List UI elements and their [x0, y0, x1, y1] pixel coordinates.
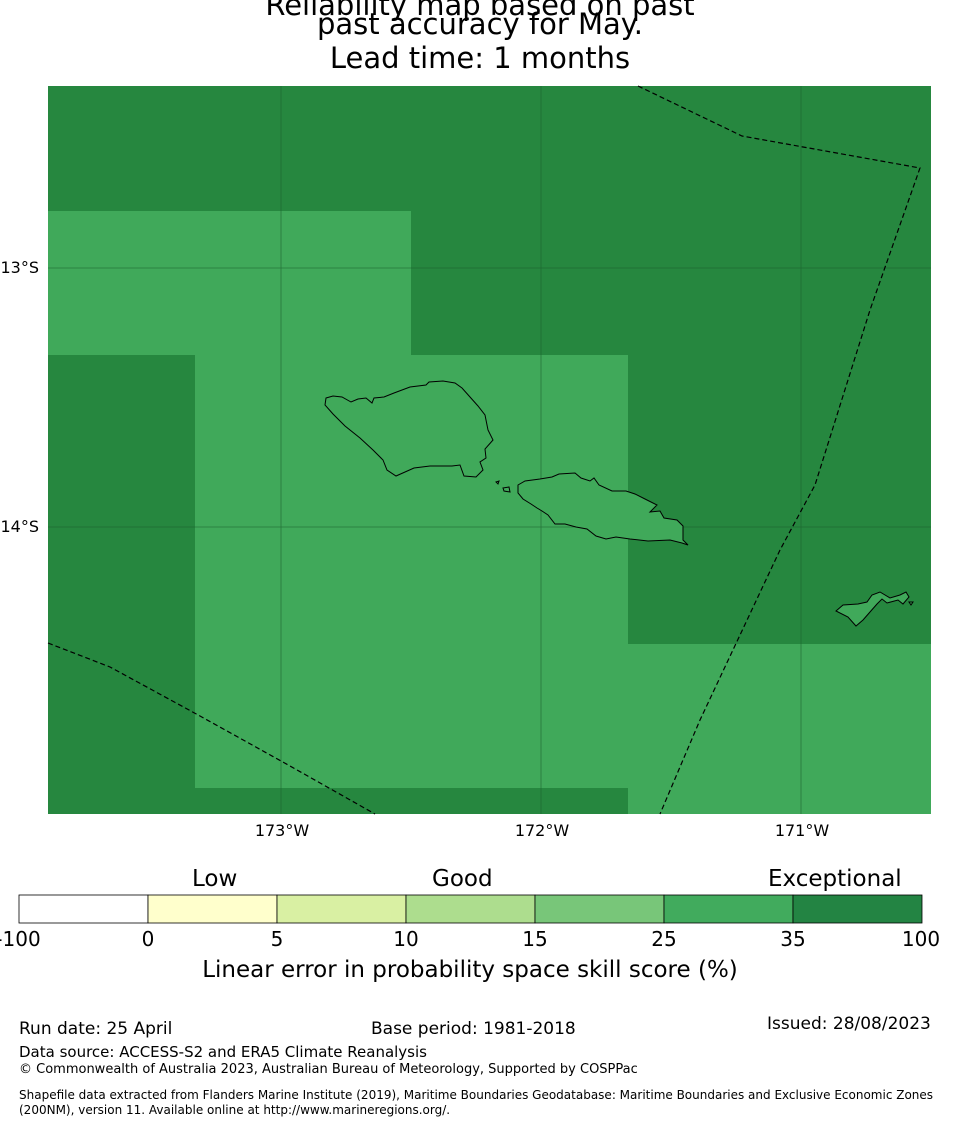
region-very-good: [48, 211, 931, 814]
colorbar-tick: 15: [522, 927, 548, 951]
island-manono: [502, 486, 511, 493]
colorbar-swatch-5: [534, 894, 665, 924]
base-period: Base period: 1981-2018: [371, 1019, 576, 1039]
map-title-line-2: past accuracy for May.: [316, 7, 644, 41]
colorbar-tick: 0: [141, 927, 155, 951]
colorbar-swatch-7: [792, 894, 923, 924]
shapefile-credit-line-1: Shapefile data extracted from Flanders M…: [19, 1088, 934, 1102]
lat-label-13s: 13°S: [0, 258, 39, 277]
island-tutuila: [835, 591, 910, 627]
colorbar-swatch-1: [18, 894, 149, 924]
colorbar-tick: 10: [393, 927, 419, 951]
data-source: Data source: ACCESS-S2 and ERA5 Climate …: [19, 1043, 427, 1061]
colorbar-label: Linear error in probability space skill …: [202, 957, 738, 983]
map-frame: [47, 85, 931, 815]
island-savaii: [324, 380, 494, 478]
colorbar-swatch-4: [405, 894, 536, 924]
map-title-line-1: Reliability map based on past: [265, 0, 695, 22]
lon-label-171w: 171°W: [774, 821, 830, 840]
lat-label-14s: 14°S: [0, 517, 39, 536]
run-date: Run date: 25 April: [19, 1019, 173, 1039]
colorbar-category-good: Good: [432, 866, 493, 892]
colorbar-category-exceptional: Exceptional: [768, 866, 902, 892]
colorbar: [18, 894, 923, 924]
colorbar-swatch-6: [663, 894, 794, 924]
colorbar-tick: 5: [270, 927, 284, 951]
colorbar-tick: -100: [0, 927, 41, 951]
issued-date: Issued: 28/08/2023: [767, 1014, 931, 1034]
copyright: © Commonwealth of Australia 2023, Austra…: [19, 1062, 638, 1077]
eez-boundaries: [47, 85, 921, 815]
colorbar-swatch-2: [147, 894, 278, 924]
colorbar-tick: 100: [901, 927, 941, 951]
colorbar-tick: 25: [651, 927, 677, 951]
map-title-line-3: Lead time: 1 months: [329, 41, 631, 75]
lon-label-173w: 173°W: [254, 821, 310, 840]
gridlines: [48, 86, 931, 814]
lon-label-172w: 172°W: [514, 821, 570, 840]
shapefile-credit-line-2: (200NM), version 11. Available online at…: [19, 1103, 451, 1117]
islands: [324, 380, 914, 627]
colorbar-category-low: Low: [192, 866, 238, 892]
colorbar-tick: 35: [780, 927, 806, 951]
island-apolima: [495, 480, 500, 485]
colorbar-swatch-3: [276, 894, 407, 924]
island-upolu: [517, 472, 689, 546]
island-aunuu: [908, 601, 914, 606]
